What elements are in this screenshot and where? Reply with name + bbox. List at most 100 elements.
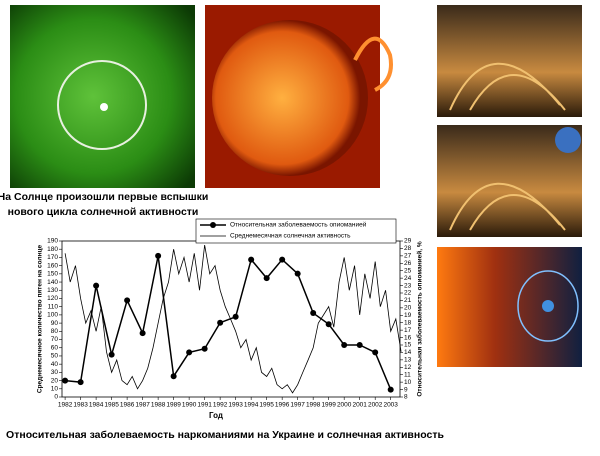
point [155,252,162,259]
photo-loops-1 [437,5,582,117]
y-tick-label: 150 [47,271,58,278]
series-line [65,255,392,390]
x-tick-label: 1988 [151,402,166,409]
x-tick-label: 1989 [166,402,181,409]
y2-tick-label: 16 [404,334,412,341]
point [356,342,363,348]
y2-tick-label: 24 [404,275,412,282]
point [62,377,69,384]
point [294,270,301,277]
point [263,275,270,282]
y2-tick-label: 18 [404,319,412,326]
y2-tick-label: 9 [404,386,408,393]
point [201,345,208,352]
x-tick-label: 1984 [89,402,104,409]
y2-tick-label: 14 [404,349,412,356]
y-tick-label: 50 [51,353,59,360]
caption: Относительная заболеваемость наркоманиям… [6,429,444,441]
x-tick-label: 1993 [228,402,243,409]
x-tick-label: 2001 [352,402,367,409]
point [372,349,379,356]
legend-label: Относительная заболеваемость опиоманией [230,221,367,229]
y2-tick-label: 23 [404,282,412,289]
chart: 0102030405060708090100110120130140150160… [37,218,424,420]
point [341,342,348,348]
caption: нового цикла солнечной активности [8,206,199,218]
y2-tick-label: 10 [404,379,412,386]
x-tick-label: 1987 [135,402,150,409]
y-tick-label: 80 [51,328,59,335]
y-tick-label: 40 [51,361,59,368]
x-tick-label: 1995 [259,402,274,409]
y2-tick-label: 22 [404,290,412,297]
y-tick-label: 160 [47,262,58,269]
y2-tick-label: 17 [404,327,412,334]
point [387,386,394,393]
y-tick-label: 110 [48,303,59,310]
x-tick-label: 1982 [58,402,73,409]
y2-tick-label: 20 [404,305,412,312]
y2-tick-label: 19 [404,312,412,319]
y2-tick-label: 26 [404,260,412,267]
y2-tick-label: 29 [404,238,412,245]
x-tick-label: 2000 [337,402,352,409]
point [232,313,239,320]
y2-tick-label: 8 [404,394,408,401]
x-tick-label: 1983 [73,402,88,409]
legend-marker [210,222,216,228]
y-axis-label: Среднемесячное количество пятен на солнц… [37,244,44,393]
photo-magnetosphere [437,247,582,367]
point [93,282,100,289]
y2-tick-label: 21 [404,297,412,304]
y-tick-label: 100 [47,312,58,319]
photo-green-sun [10,5,195,188]
point [186,349,193,356]
y2-tick-label: 27 [404,253,412,260]
point [325,321,332,328]
y2-axis-label: Относительная заболеваемость опиоманией,… [416,241,424,396]
y-tick-label: 10 [51,386,59,393]
point [217,319,224,326]
point [124,297,131,304]
y-tick-label: 170 [47,254,58,261]
y-tick-label: 130 [47,287,58,294]
caption: На Солнце произошли первые вспышки [0,191,208,203]
point [310,310,317,317]
x-tick-label: 1997 [290,402,305,409]
y2-tick-label: 11 [404,371,411,378]
y2-tick-label: 13 [404,357,412,364]
y2-tick-label: 28 [404,245,412,252]
legend-label: Среднемесячная солнечная активность [230,233,351,240]
x-axis-label: Год [209,411,223,420]
point [248,256,255,263]
photo-loops-2 [437,125,582,237]
x-tick-label: 1999 [321,402,336,409]
x-tick-label: 2002 [368,402,383,409]
y2-tick-label: 12 [404,364,412,371]
y-tick-label: 190 [47,238,58,245]
y-tick-label: 20 [51,377,59,384]
legend-box [195,218,397,244]
x-tick-label: 1994 [244,402,259,409]
y-tick-label: 30 [51,369,59,376]
y-tick-label: 60 [51,344,59,351]
y-tick-label: 180 [47,246,58,253]
y-tick-label: 0 [54,394,58,401]
point [139,330,146,337]
point [108,351,115,358]
x-tick-label: 1990 [182,402,197,409]
x-tick-label: 1986 [120,402,135,409]
x-tick-label: 1992 [213,402,228,409]
x-tick-label: 1998 [306,402,321,409]
x-tick-label: 2003 [383,402,398,409]
series-line [64,245,402,394]
x-tick-label: 1985 [104,402,119,409]
y-tick-label: 70 [51,336,59,343]
x-tick-label: 1996 [275,402,290,409]
y2-tick-label: 25 [404,267,412,274]
y-tick-label: 140 [47,279,58,286]
point [77,379,84,386]
y-tick-label: 120 [47,295,58,302]
photo-orange-sun [205,5,393,188]
